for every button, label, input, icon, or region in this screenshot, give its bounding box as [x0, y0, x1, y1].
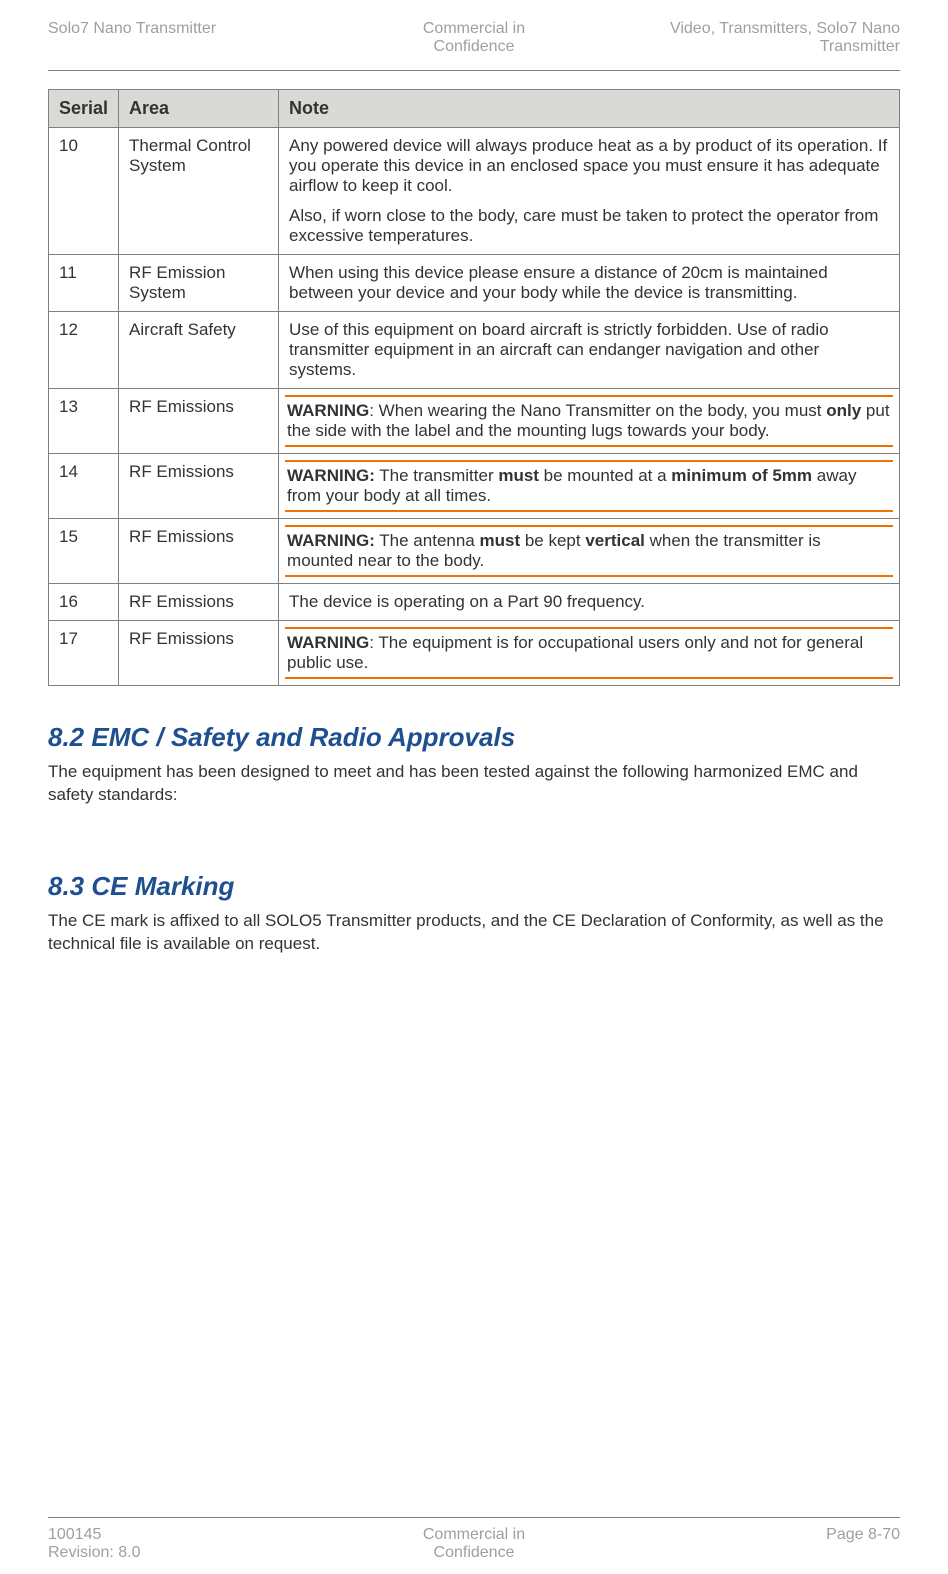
footer-left: 100145 Revision: 8.0: [48, 1526, 332, 1562]
page-header: Solo7 Nano Transmitter Commercial in Con…: [48, 20, 900, 64]
section-body-8-3: The CE mark is affixed to all SOLO5 Tran…: [48, 910, 900, 956]
cell-area: RF Emissions: [119, 454, 279, 519]
section-body-8-2: The equipment has been designed to meet …: [48, 761, 900, 807]
note-paragraph: When using this device please ensure a d…: [289, 263, 889, 303]
cell-serial: 12: [49, 312, 119, 389]
warning-box: WARNING: The transmitter must be mounted…: [285, 460, 893, 512]
col-header-area: Area: [119, 90, 279, 128]
cell-serial: 14: [49, 454, 119, 519]
cell-area: RF Emissions: [119, 621, 279, 686]
cell-serial: 11: [49, 255, 119, 312]
notes-table: Serial Area Note 10Thermal Control Syste…: [48, 89, 900, 686]
footer-center: Commercial in Confidence: [332, 1526, 616, 1562]
table-header-row: Serial Area Note: [49, 90, 900, 128]
cell-note: WARNING: The equipment is for occupation…: [279, 621, 900, 686]
header-center-line2: Confidence: [434, 38, 515, 55]
note-paragraph: Any powered device will always produce h…: [289, 136, 889, 196]
table-row: 11RF Emission SystemWhen using this devi…: [49, 255, 900, 312]
note-paragraph: The device is operating on a Part 90 fre…: [289, 592, 889, 612]
footer-center-line1: Commercial in: [423, 1526, 525, 1543]
cell-area: RF Emissions: [119, 519, 279, 584]
cell-serial: 16: [49, 584, 119, 621]
table-row: 12Aircraft SafetyUse of this equipment o…: [49, 312, 900, 389]
page-footer: 100145 Revision: 8.0 Commercial in Confi…: [48, 1517, 900, 1562]
warning-box: WARNING: The antenna must be kept vertic…: [285, 525, 893, 577]
table-row: 10Thermal Control SystemAny powered devi…: [49, 128, 900, 255]
table-row: 15RF EmissionsWARNING: The antenna must …: [49, 519, 900, 584]
header-left: Solo7 Nano Transmitter: [48, 20, 332, 56]
header-divider: [48, 70, 900, 71]
warning-box: WARNING: The equipment is for occupation…: [285, 627, 893, 679]
footer-left-line2: Revision: 8.0: [48, 1544, 141, 1561]
cell-note: When using this device please ensure a d…: [279, 255, 900, 312]
header-right: Video, Transmitters, Solo7 Nano Transmit…: [616, 20, 900, 56]
cell-note: WARNING: The transmitter must be mounted…: [279, 454, 900, 519]
cell-serial: 17: [49, 621, 119, 686]
cell-area: Aircraft Safety: [119, 312, 279, 389]
footer-left-line1: 100145: [48, 1526, 101, 1543]
cell-serial: 10: [49, 128, 119, 255]
header-center-line1: Commercial in: [423, 20, 525, 37]
header-right-line1: Video, Transmitters, Solo7 Nano: [670, 20, 900, 37]
cell-note: WARNING: When wearing the Nano Transmitt…: [279, 389, 900, 454]
table-row: 14RF EmissionsWARNING: The transmitter m…: [49, 454, 900, 519]
header-center: Commercial in Confidence: [332, 20, 616, 56]
cell-serial: 15: [49, 519, 119, 584]
section-heading-8-3: 8.3 CE Marking: [48, 871, 900, 902]
cell-note: WARNING: The antenna must be kept vertic…: [279, 519, 900, 584]
table-row: 17RF EmissionsWARNING: The equipment is …: [49, 621, 900, 686]
cell-area: Thermal Control System: [119, 128, 279, 255]
cell-area: RF Emission System: [119, 255, 279, 312]
header-right-line2: Transmitter: [820, 38, 900, 55]
note-paragraph: Also, if worn close to the body, care mu…: [289, 206, 889, 246]
table-row: 13RF EmissionsWARNING: When wearing the …: [49, 389, 900, 454]
cell-serial: 13: [49, 389, 119, 454]
note-paragraph: Use of this equipment on board aircraft …: [289, 320, 889, 380]
cell-note: Use of this equipment on board aircraft …: [279, 312, 900, 389]
cell-note: Any powered device will always produce h…: [279, 128, 900, 255]
col-header-serial: Serial: [49, 90, 119, 128]
warning-box: WARNING: When wearing the Nano Transmitt…: [285, 395, 893, 447]
page: Solo7 Nano Transmitter Commercial in Con…: [0, 0, 948, 956]
cell-note: The device is operating on a Part 90 fre…: [279, 584, 900, 621]
cell-area: RF Emissions: [119, 584, 279, 621]
table-row: 16RF Emissions The device is operating on…: [49, 584, 900, 621]
footer-center-line2: Confidence: [434, 1544, 515, 1561]
footer-right: Page 8-70: [616, 1526, 900, 1562]
section-heading-8-2: 8.2 EMC / Safety and Radio Approvals: [48, 722, 900, 753]
col-header-note: Note: [279, 90, 900, 128]
cell-area: RF Emissions: [119, 389, 279, 454]
